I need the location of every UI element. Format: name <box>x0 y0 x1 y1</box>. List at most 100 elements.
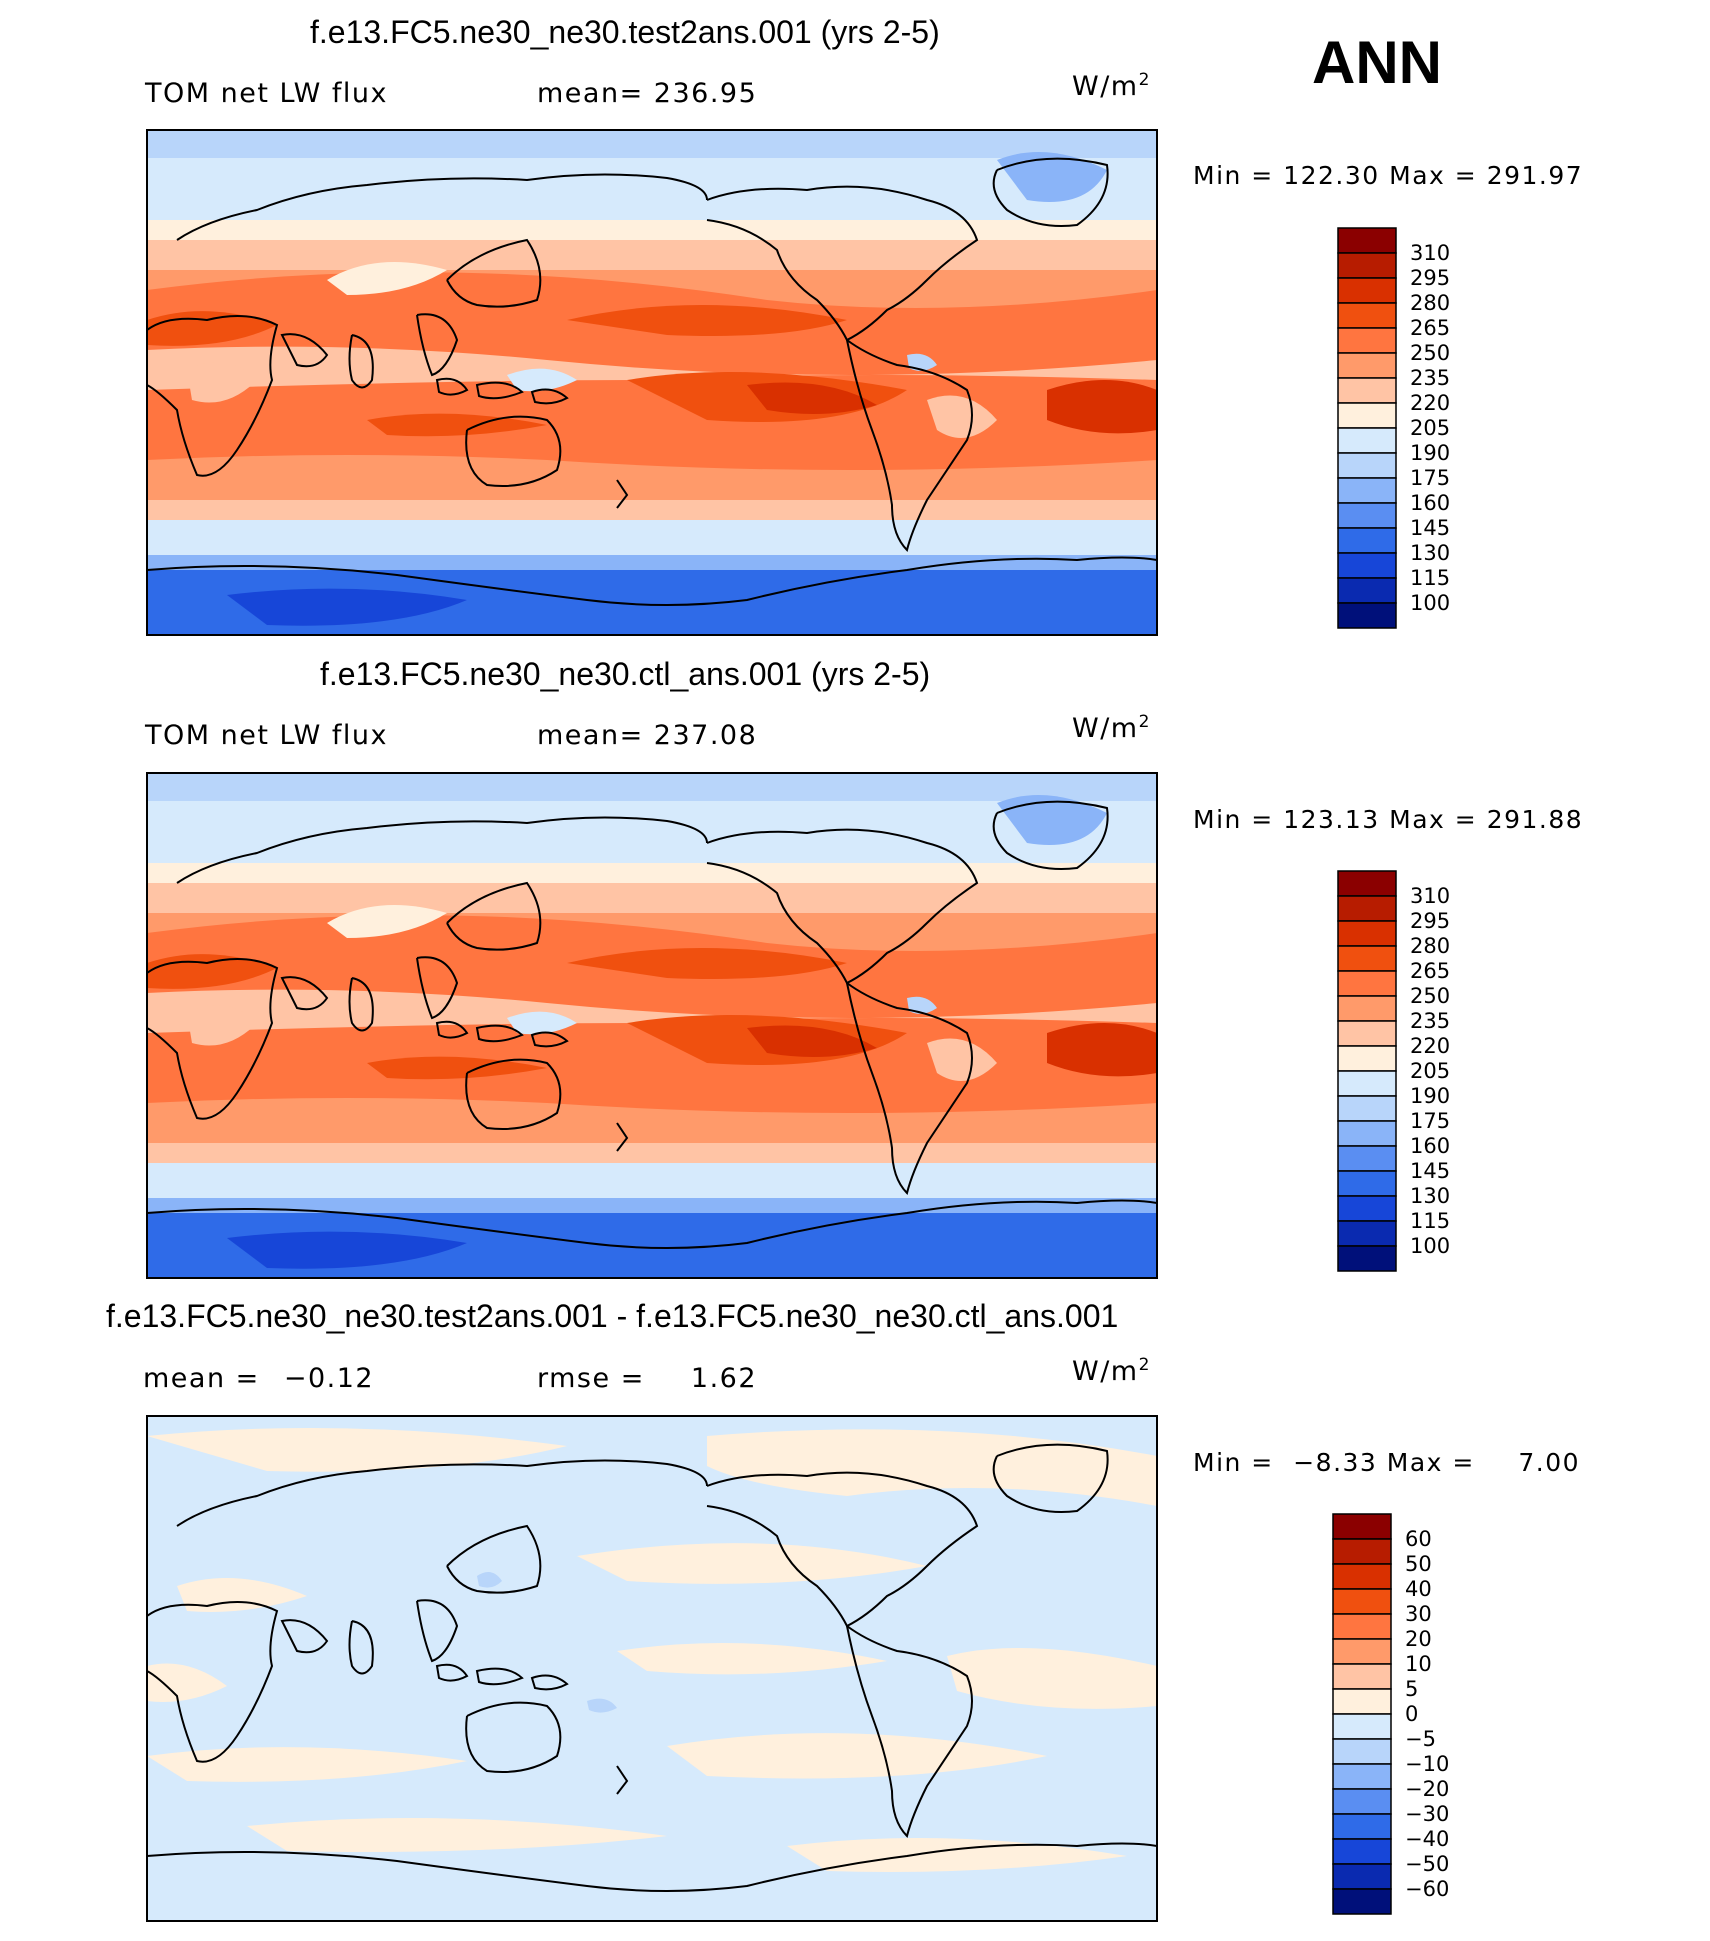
colorbar-swatch <box>1337 602 1397 629</box>
colorbar-label: 175 <box>1410 1109 1450 1133</box>
colorbar-swatch <box>1337 352 1397 379</box>
colorbar-swatch <box>1337 277 1397 304</box>
colorbar-swatch <box>1332 1763 1392 1790</box>
colorbar-label: 190 <box>1410 1084 1450 1108</box>
colorbar-label: 295 <box>1410 266 1450 290</box>
colorbar-swatch <box>1332 1663 1392 1690</box>
panel-1-mean-label: mean= <box>537 78 644 109</box>
colorbar-swatch <box>1332 1888 1392 1915</box>
colorbar-swatch <box>1337 327 1397 354</box>
colorbar-swatch <box>1332 1738 1392 1765</box>
colorbar-label: 130 <box>1410 1184 1450 1208</box>
colorbar-label: 160 <box>1410 1134 1450 1158</box>
panel-2-units-exp: 2 <box>1138 712 1151 732</box>
colorbar-swatch <box>1332 1538 1392 1565</box>
colorbar-swatch <box>1337 377 1397 404</box>
panel-3-units-exp: 2 <box>1138 1355 1151 1375</box>
panel-2-map <box>146 772 1158 1279</box>
colorbar-swatch <box>1337 1120 1397 1147</box>
panel-1-units-base: W/m <box>1072 71 1139 102</box>
colorbar-swatch <box>1332 1513 1392 1540</box>
panel-1-variable-label: TOM net LW flux <box>145 78 388 109</box>
panel-2-title: f.e13.FC5.ne30_ne30.ctl_ans.001 (yrs 2-5… <box>320 656 931 692</box>
colorbar-label: 145 <box>1410 516 1450 540</box>
colorbar-swatch <box>1337 945 1397 972</box>
panel-3-minmax: Min = −8.33 Max = 7.00 <box>1193 1448 1580 1477</box>
panel-1-mean-value: 236.95 <box>653 78 758 109</box>
colorbar-swatch <box>1337 1195 1397 1222</box>
season-label: ANN <box>1312 29 1442 96</box>
colorbar-label: 265 <box>1410 959 1450 983</box>
panel-2-minmax: Min = 123.13 Max = 291.88 <box>1193 805 1583 834</box>
colorbar-label: 205 <box>1410 1059 1450 1083</box>
colorbar-label: 250 <box>1410 984 1450 1008</box>
panel-3-mean-label: mean = <box>143 1363 260 1394</box>
panel-2-mean: mean= 237.08 <box>537 720 757 751</box>
colorbar-swatch <box>1337 995 1397 1022</box>
colorbar-label: 280 <box>1410 934 1450 958</box>
panel-1-title: f.e13.FC5.ne30_ne30.test2ans.001 (yrs 2-… <box>310 14 940 50</box>
colorbar-swatch <box>1337 1095 1397 1122</box>
panel-2-units-base: W/m <box>1072 713 1139 744</box>
colorbar-label: 10 <box>1405 1652 1432 1676</box>
colorbar-swatch <box>1337 1045 1397 1072</box>
panel-1-min-value: 122.30 <box>1283 161 1380 190</box>
panel-1-mean: mean= 236.95 <box>537 78 757 109</box>
colorbar-swatch <box>1332 1613 1392 1640</box>
colorbar-swatch <box>1332 1588 1392 1615</box>
panel-3-max-value: 7.00 <box>1518 1448 1581 1477</box>
panel-2-variable-label: TOM net LW flux <box>145 720 388 751</box>
colorbar-label: 310 <box>1410 241 1450 265</box>
panel-1-max-value: 291.97 <box>1486 161 1584 190</box>
colorbar-label: −30 <box>1405 1802 1449 1826</box>
colorbar-swatch <box>1337 402 1397 429</box>
panel-1-units: W/m2 <box>1072 70 1151 102</box>
colorbar-swatch <box>1332 1713 1392 1740</box>
colorbar-label: 100 <box>1410 591 1450 615</box>
colorbar-label: 235 <box>1410 366 1450 390</box>
colorbar-swatch <box>1337 227 1397 254</box>
panel-3-units: W/m2 <box>1072 1355 1151 1387</box>
panel-2-max-label: Max = <box>1389 805 1478 834</box>
colorbar-label: −50 <box>1405 1852 1449 1876</box>
colorbar-swatch <box>1332 1638 1392 1665</box>
colorbar-label: −20 <box>1405 1777 1449 1801</box>
panel-2-mean-value: 237.08 <box>653 720 758 751</box>
colorbar-label: −5 <box>1405 1727 1436 1751</box>
panel-2-mean-label: mean= <box>537 720 644 751</box>
colorbar-swatch <box>1337 1070 1397 1097</box>
colorbar-label: 175 <box>1410 466 1450 490</box>
colorbar-swatch <box>1337 920 1397 947</box>
panel-2-max-value: 291.88 <box>1486 805 1584 834</box>
panel-2-min-label: Min = <box>1193 805 1274 834</box>
colorbar-swatch <box>1337 427 1397 454</box>
panel-3-map <box>146 1415 1158 1922</box>
panel-3-mean: mean = −0.12 <box>143 1363 374 1394</box>
panel-1-units-exp: 2 <box>1138 70 1151 90</box>
colorbar-label: −40 <box>1405 1827 1449 1851</box>
panel-1-min-label: Min = <box>1193 161 1274 190</box>
colorbar-label: 60 <box>1405 1527 1432 1551</box>
colorbar-label: 40 <box>1405 1577 1432 1601</box>
panel-1-max-label: Max = <box>1389 161 1478 190</box>
colorbar-swatch <box>1337 1020 1397 1047</box>
colorbar-swatch <box>1337 502 1397 529</box>
colorbar-label: 205 <box>1410 416 1450 440</box>
panel-3-title: f.e13.FC5.ne30_ne30.test2ans.001 - f.e13… <box>106 1298 1119 1334</box>
colorbar-label: 130 <box>1410 541 1450 565</box>
panel-3-rmse-value: 1.62 <box>690 1363 758 1394</box>
colorbar-swatch <box>1337 552 1397 579</box>
colorbar-label: 50 <box>1405 1552 1432 1576</box>
panel-3-max-label: Max = <box>1386 1448 1475 1477</box>
colorbar-label: 265 <box>1410 316 1450 340</box>
colorbar-label: 295 <box>1410 909 1450 933</box>
colorbar-label: 220 <box>1410 1034 1450 1058</box>
panel-3-min-label: Min = <box>1193 1448 1274 1477</box>
colorbar-swatch <box>1337 1170 1397 1197</box>
panel-1-map <box>146 129 1158 636</box>
panel-1-minmax: Min = 122.30 Max = 291.97 <box>1193 161 1583 190</box>
colorbar-swatch <box>1332 1563 1392 1590</box>
colorbar-swatch <box>1337 477 1397 504</box>
colorbar-swatch <box>1332 1688 1392 1715</box>
